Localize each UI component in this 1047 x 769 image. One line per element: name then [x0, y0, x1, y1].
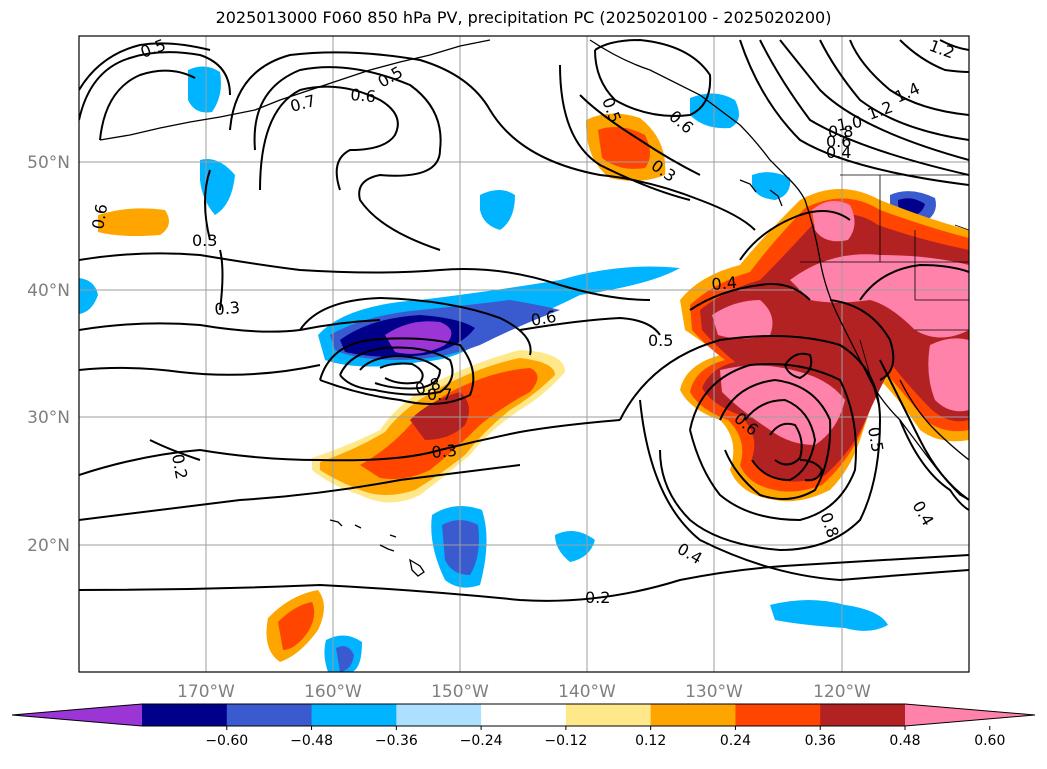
colorbar-swatch	[735, 704, 821, 726]
lat-label: 30°N	[27, 408, 70, 428]
contour-label-04-ne: 0.4	[826, 143, 851, 162]
colorbar-tick-label: 0.60	[974, 733, 1005, 749]
contour-label-12-a: 1.2	[927, 36, 957, 63]
contour-label-05-ak: 0.5	[375, 62, 407, 91]
lat-label: 50°N	[27, 153, 70, 173]
colorbar-tick-label: 0.36	[805, 733, 836, 749]
colorbar-tick-label: −0.48	[290, 733, 333, 749]
contour-label-06-c: 0.6	[529, 307, 557, 330]
colorbar-tick-label: −0.12	[544, 733, 587, 749]
colorbar-swatch	[820, 704, 906, 726]
contour-label-08-ne: 0.8	[828, 122, 853, 141]
colorbar-swatch	[226, 704, 313, 726]
contour-label-06-n: 0.6	[350, 85, 377, 106]
colorbar-outline	[11, 703, 1036, 727]
lat-label: 40°N	[27, 281, 70, 301]
colorbar-tick-label: −0.36	[375, 733, 418, 749]
colorbar: −0.60 −0.48 −0.36 −0.24 −0.12 0.12 0.24 0.36 0.4…	[11, 703, 1036, 749]
colorbar-swatch	[481, 704, 567, 726]
contour-label-07-c: 0.7	[427, 385, 452, 404]
coastlines	[99, 39, 969, 577]
colorbar-swatch	[650, 704, 736, 726]
colorbar-tick-label: 0.12	[635, 733, 666, 749]
colorbar-extend-max	[905, 704, 1035, 726]
contour-label-06-ne: 0.6	[826, 132, 851, 151]
contour-label-04-e: 0.4	[711, 273, 738, 294]
colorbar-swatch	[311, 704, 397, 726]
figure-title: 2025013000 F060 850 hPa PV, precipitatio…	[215, 8, 832, 27]
political-borders	[800, 174, 969, 411]
contour-label-02-s: 0.2	[585, 588, 610, 607]
contour-label-12-b: 1.2	[865, 97, 895, 124]
colorbar-extend-min	[12, 704, 142, 726]
contour-label-02-w: 0.2	[168, 452, 191, 480]
lon-label: 150°W	[431, 682, 489, 702]
lat-label: 20°N	[27, 536, 70, 556]
lon-label: 160°W	[304, 682, 362, 702]
map-frame	[78, 35, 970, 673]
lon-label: 120°W	[813, 682, 871, 702]
contour-label-10: 1.0	[835, 112, 863, 135]
contour-label-04-se: 0.4	[909, 498, 938, 530]
contour-label-03-w1: 0.3	[192, 231, 217, 250]
contour-label-05-se: 0.5	[864, 425, 887, 453]
contour-label-05-nw: 0.5	[138, 35, 168, 62]
contour-label-05-c: 0.5	[648, 331, 673, 350]
graticule	[79, 36, 969, 672]
colorbar-swatch	[396, 704, 482, 726]
contour-label-14: 1.4	[892, 79, 923, 107]
contour-label-04-s: 0.4	[674, 539, 706, 568]
contour-label-03-c: 0.3	[431, 441, 458, 462]
lon-label: 130°W	[685, 682, 743, 702]
colorbar-swatch	[142, 704, 228, 726]
colorbar-tick-label: 0.48	[889, 733, 920, 749]
precip-fill-layer	[79, 66, 969, 672]
colorbar-swatch	[565, 704, 652, 726]
colorbar-tick-label: 0.24	[720, 733, 751, 749]
contour-label-03-w2: 0.3	[214, 298, 241, 319]
colorbar-tick-label: −0.60	[205, 733, 248, 749]
colorbar-tick-label: −0.24	[460, 733, 503, 749]
pv-contours	[79, 38, 969, 602]
contour-label-06-w: 0.6	[88, 202, 111, 230]
lon-label: 140°W	[558, 682, 616, 702]
lon-label: 170°W	[177, 682, 235, 702]
axis-labels: 170°W 160°W 150°W 140°W 130°W 120°W 50°N…	[27, 153, 871, 702]
